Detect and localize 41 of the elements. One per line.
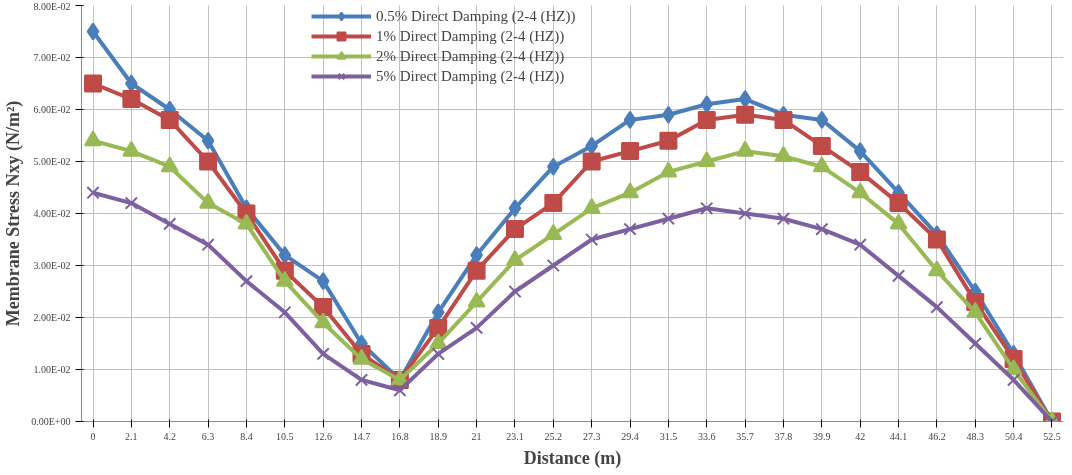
y-tick-label: 4.00E-02 [33, 208, 71, 219]
x-tick-label: 29.4 [621, 430, 639, 442]
x-tick-label: 42 [855, 430, 866, 442]
legend-label: 5% Direct Damping (2-4 (HZ)) [376, 67, 565, 85]
x-axis-title: Distance (m) [523, 447, 622, 469]
y-tick-label: 6.00E-02 [33, 104, 71, 115]
x-tick-label: 48.3 [966, 430, 985, 442]
x-tick-label: 25.2 [544, 430, 563, 442]
legend-label: 1% Direct Damping (2-4 (HZ)) [376, 27, 565, 45]
y-tick-label: 1.00E-02 [33, 364, 71, 375]
x-tick-label: 18.9 [429, 430, 447, 442]
x-tick-label: 46.2 [928, 430, 946, 442]
legend-label: 0.5% Direct Damping (2-4 (HZ)) [376, 7, 576, 25]
x-tick-label: 8.4 [240, 430, 253, 442]
x-tick-label: 16.8 [391, 430, 409, 442]
x-tick-label: 10.5 [276, 430, 294, 442]
x-tick-label: 4.2 [163, 430, 176, 442]
x-tick-label: 52.5 [1043, 430, 1061, 442]
x-tick-label: 2.1 [125, 430, 138, 442]
x-tick-label: 35.7 [736, 430, 754, 442]
y-axis-title: Membrane Stress Nxy (N/m²) [3, 100, 25, 327]
y-tick-label: 8.00E-02 [33, 0, 71, 12]
y-tick-label: 3.00E-02 [33, 260, 71, 271]
y-tick-label: 0.00E+00 [31, 416, 71, 427]
x-tick-label: 39.9 [813, 430, 831, 442]
x-tick-label: 27.3 [582, 430, 601, 442]
x-tick-label: 14.7 [352, 430, 371, 442]
x-tick-label: 6.3 [201, 430, 215, 442]
x-tick-label: 21 [471, 430, 482, 442]
x-tick-label: 44.1 [889, 430, 908, 442]
y-tick-label: 2.00E-02 [33, 312, 71, 323]
legend-label: 2% Direct Damping (2-4 (HZ)) [376, 47, 565, 65]
y-tick-label: 7.00E-02 [33, 52, 71, 63]
x-tick-label: 23.1 [506, 430, 524, 442]
x-tick-label: 37.8 [774, 430, 793, 442]
x-tick-label: 50.4 [1004, 430, 1023, 442]
y-tick-label: 5.00E-02 [33, 156, 71, 167]
x-tick-label: 0 [90, 430, 96, 442]
x-tick-label: 33.6 [698, 430, 716, 442]
x-tick-label: 31.5 [659, 430, 678, 442]
x-tick-label: 12.6 [314, 430, 332, 442]
